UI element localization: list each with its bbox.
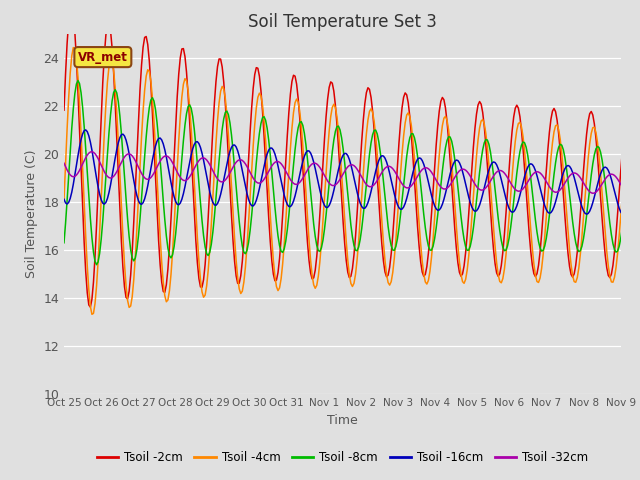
Tsoil -8cm bbox=[74, 78, 82, 84]
Tsoil -4cm bbox=[369, 109, 376, 115]
Line: Tsoil -4cm: Tsoil -4cm bbox=[64, 48, 640, 314]
Tsoil -32cm bbox=[80, 158, 88, 164]
Tsoil -4cm bbox=[82, 233, 90, 239]
Tsoil -4cm bbox=[88, 312, 96, 317]
Tsoil -2cm bbox=[102, 32, 109, 38]
Tsoil -32cm bbox=[573, 171, 581, 177]
Line: Tsoil -32cm: Tsoil -32cm bbox=[64, 152, 640, 194]
Tsoil -8cm bbox=[93, 262, 100, 267]
Tsoil -32cm bbox=[88, 149, 96, 155]
Line: Tsoil -2cm: Tsoil -2cm bbox=[64, 6, 640, 307]
Tsoil -32cm bbox=[626, 192, 634, 197]
Tsoil -8cm bbox=[486, 149, 494, 155]
Y-axis label: Soil Temperature (C): Soil Temperature (C) bbox=[25, 149, 38, 278]
Tsoil -16cm bbox=[485, 167, 493, 173]
Tsoil -4cm bbox=[102, 102, 109, 108]
Tsoil -8cm bbox=[369, 132, 376, 138]
Tsoil -32cm bbox=[100, 169, 108, 175]
Tsoil -4cm bbox=[486, 182, 494, 188]
Tsoil -16cm bbox=[60, 196, 68, 202]
Tsoil -16cm bbox=[82, 127, 90, 133]
Tsoil -2cm bbox=[86, 304, 94, 310]
Legend: Tsoil -2cm, Tsoil -4cm, Tsoil -8cm, Tsoil -16cm, Tsoil -32cm: Tsoil -2cm, Tsoil -4cm, Tsoil -8cm, Tsoi… bbox=[92, 446, 593, 469]
Tsoil -16cm bbox=[100, 201, 108, 207]
Tsoil -8cm bbox=[575, 249, 582, 254]
Tsoil -32cm bbox=[367, 184, 375, 190]
Line: Tsoil -8cm: Tsoil -8cm bbox=[64, 81, 640, 264]
Tsoil -32cm bbox=[60, 160, 68, 166]
Tsoil -8cm bbox=[102, 174, 109, 180]
Tsoil -16cm bbox=[80, 128, 88, 133]
Tsoil -4cm bbox=[575, 265, 582, 271]
Tsoil -4cm bbox=[70, 45, 77, 50]
Tsoil -2cm bbox=[486, 207, 494, 213]
Line: Tsoil -16cm: Tsoil -16cm bbox=[64, 130, 640, 215]
Tsoil -2cm bbox=[369, 108, 376, 114]
Tsoil -8cm bbox=[82, 146, 90, 152]
Tsoil -16cm bbox=[620, 212, 628, 218]
Text: VR_met: VR_met bbox=[78, 50, 128, 63]
Tsoil -32cm bbox=[485, 180, 493, 186]
Tsoil -8cm bbox=[60, 240, 68, 246]
X-axis label: Time: Time bbox=[327, 414, 358, 427]
Tsoil -2cm bbox=[82, 269, 90, 275]
Tsoil -2cm bbox=[68, 3, 76, 9]
Title: Soil Temperature Set 3: Soil Temperature Set 3 bbox=[248, 12, 437, 31]
Tsoil -16cm bbox=[573, 187, 581, 192]
Tsoil -2cm bbox=[60, 108, 68, 113]
Tsoil -16cm bbox=[367, 189, 375, 194]
Tsoil -4cm bbox=[60, 197, 68, 203]
Tsoil -2cm bbox=[575, 231, 582, 237]
